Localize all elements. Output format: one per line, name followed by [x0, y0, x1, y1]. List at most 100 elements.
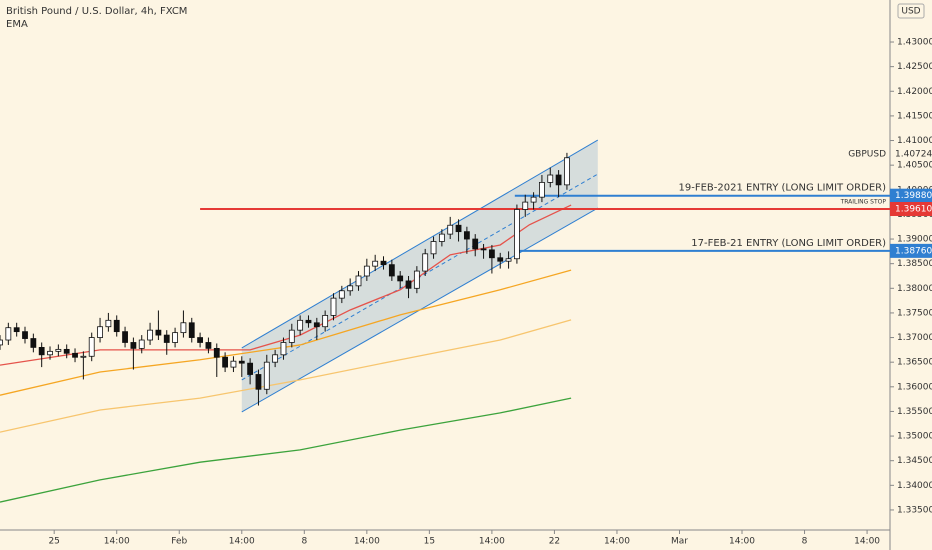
- candle-body: [122, 331, 128, 343]
- candle-body: [514, 209, 520, 260]
- candle-body: [147, 329, 153, 341]
- x-tick-label: 8: [301, 537, 307, 547]
- level-price-box: [890, 243, 932, 258]
- y-tick-label: 1.35500: [897, 407, 932, 417]
- level-text: 17-FEB-21 ENTRY (LONG LIMIT ORDER): [691, 238, 886, 249]
- x-tick-label: 14:00: [229, 537, 255, 547]
- x-tick-label: Mar: [671, 537, 688, 547]
- level-price-box: [890, 188, 932, 203]
- y-tick-label: 1.42500: [897, 62, 932, 72]
- y-tick-label: 1.35000: [897, 432, 932, 442]
- y-tick-label: 1.42000: [897, 87, 932, 97]
- candle-body: [97, 326, 103, 338]
- level-text: TRAILING STOP: [840, 198, 887, 205]
- candle-body: [272, 354, 279, 363]
- candle-body: [138, 339, 145, 349]
- candle-body: [238, 360, 245, 364]
- candle-body: [255, 374, 262, 390]
- y-tick-label: 1.43000: [897, 38, 932, 48]
- indicator-name: EMA: [6, 19, 28, 30]
- candle-body: [313, 322, 320, 328]
- candle-body: [488, 249, 495, 259]
- y-tick-label: 1.33500: [897, 505, 932, 515]
- y-tick-label: 1.36000: [897, 382, 932, 392]
- ema-line: [0, 319, 572, 433]
- candle-body: [5, 327, 12, 341]
- currency: USD: [901, 7, 920, 17]
- candle-body: [480, 248, 487, 251]
- candle-body: [472, 238, 479, 250]
- x-tick-label: 22: [549, 537, 560, 547]
- candle-body: [497, 257, 504, 262]
- candle-body: [22, 331, 28, 339]
- candle-body: [30, 338, 37, 348]
- x-tick-label: 25: [48, 537, 59, 547]
- candle-body: [38, 347, 45, 356]
- candle-body: [564, 157, 570, 186]
- candle-body: [347, 285, 354, 292]
- candle-body: [455, 224, 462, 233]
- candle-body: [422, 253, 429, 272]
- candle-body: [372, 260, 379, 267]
- candle-body: [355, 275, 362, 287]
- x-tick-label: 15: [424, 537, 435, 547]
- x-tick-label: 14:00: [604, 537, 630, 547]
- level-price-box: [890, 201, 932, 216]
- candle-body: [338, 290, 345, 299]
- candle-body: [113, 319, 120, 333]
- candle-body: [430, 241, 437, 255]
- x-tick-label: 14:00: [854, 537, 880, 547]
- candle-body: [305, 319, 312, 324]
- x-tick-label: 14:00: [479, 537, 505, 547]
- y-tick-label: 1.40500: [897, 161, 932, 171]
- candle-body: [539, 181, 545, 198]
- candle-body: [88, 337, 95, 357]
- candle-body: [280, 342, 287, 356]
- candle-body: [405, 280, 412, 289]
- candle-body: [505, 258, 512, 262]
- candle-body: [288, 329, 295, 343]
- candle-body: [0, 339, 3, 346]
- x-tick-label: 14:00: [104, 537, 130, 547]
- x-tick-label: 14:00: [354, 537, 380, 547]
- candle-body: [188, 322, 195, 338]
- candle-body: [213, 347, 220, 358]
- y-tick-label: 1.41500: [897, 111, 932, 121]
- candle-body: [438, 233, 445, 242]
- candle-body: [247, 362, 254, 375]
- candle-body: [463, 231, 470, 240]
- symbol-label: GBPUSD: [848, 150, 886, 160]
- candle-body: [72, 352, 78, 358]
- ema-line: [0, 397, 572, 503]
- y-tick-label: 1.41000: [897, 136, 932, 146]
- candle-body: [230, 360, 237, 368]
- x-tick-label: Feb: [171, 537, 187, 547]
- candle-body: [205, 342, 212, 349]
- ema-line: [0, 269, 572, 396]
- candle-body: [530, 196, 537, 203]
- candle-body: [363, 265, 370, 277]
- y-tick-label: 1.38500: [897, 259, 932, 269]
- candle-body: [297, 319, 304, 331]
- candle-body: [130, 342, 137, 349]
- level-text: 19-FEB-2021 ENTRY (LONG LIMIT ORDER): [679, 183, 887, 194]
- level-price-label: 1.39610: [895, 204, 932, 214]
- level-price-label: 1.38760: [895, 246, 932, 256]
- chart-title: British Pound / U.S. Dollar, 4h, FXCM: [6, 6, 187, 17]
- candle-body: [197, 337, 203, 343]
- y-tick-label: 1.36500: [897, 358, 932, 368]
- candle-body: [555, 174, 562, 186]
- candle-body: [330, 297, 337, 316]
- candle-body: [413, 270, 420, 289]
- candle-body: [172, 332, 178, 343]
- candle-body: [55, 348, 62, 352]
- currency-box: [897, 3, 925, 19]
- channel-mid: [241, 173, 599, 381]
- candle-body: [63, 348, 70, 354]
- channel-upper: [241, 139, 599, 349]
- candle-body: [263, 361, 270, 390]
- candle-body: [547, 174, 554, 183]
- candle-body: [522, 201, 529, 210]
- candle-body: [105, 319, 112, 328]
